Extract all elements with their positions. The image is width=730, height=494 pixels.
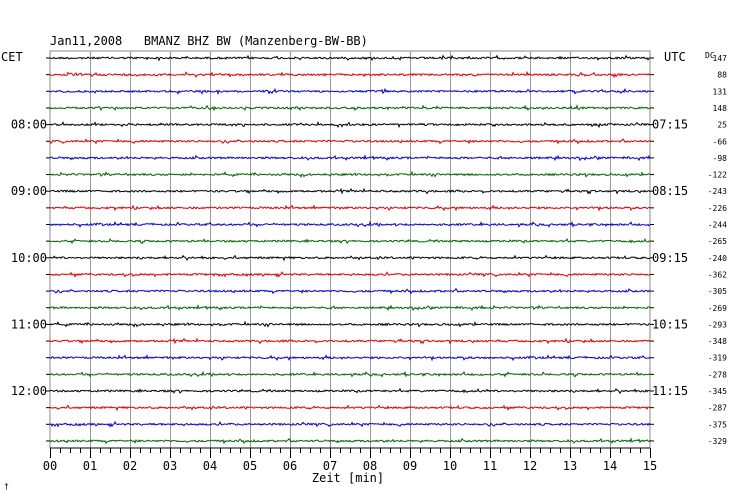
x-tick-label: 06 <box>283 459 297 473</box>
trace-offset-label: -243 <box>708 187 727 196</box>
trace-line <box>49 54 651 62</box>
x-tick-label: 04 <box>203 459 217 473</box>
trace-offset-label: -293 <box>708 320 727 329</box>
trace-offset-label: -305 <box>708 287 727 296</box>
trace-offset-label: -240 <box>708 254 727 263</box>
trace-offset-label: -345 <box>708 387 727 396</box>
corner-mark: † <box>4 482 9 491</box>
right-hour-label: 09:15 <box>652 251 688 265</box>
left-hour-label: 12:00 <box>11 384 47 398</box>
x-tick-label: 03 <box>163 459 177 473</box>
trace-offset-label: -265 <box>708 237 727 246</box>
x-tick-label: 01 <box>83 459 97 473</box>
x-tick-label: 02 <box>123 459 137 473</box>
chart-title: Jan11,2008 BMANZ BHZ BW (Manzenberg-BW-B… <box>50 34 368 48</box>
right-hour-label: 11:15 <box>652 384 688 398</box>
trace-offset-label: 25 <box>717 121 727 130</box>
x-tick-label: 15 <box>643 459 657 473</box>
trace-offset-label: -122 <box>708 171 727 180</box>
trace-line <box>50 204 651 212</box>
x-tick-label: 07 <box>323 459 337 473</box>
x-tick-label: 14 <box>603 459 617 473</box>
x-tick-label: 08 <box>363 459 377 473</box>
trace-offset-label: -98 <box>713 154 728 163</box>
trace-offset-label: -348 <box>708 337 727 346</box>
trace-line <box>49 337 651 345</box>
trace-line <box>49 87 651 96</box>
trace-offset-label: -278 <box>708 370 727 379</box>
offset-header-label: DC <box>705 51 715 60</box>
x-tick-label: 10 <box>443 459 457 473</box>
x-axis-label: Zeit [min] <box>312 471 384 485</box>
trace-offset-label: 147 <box>713 54 728 63</box>
trace-line <box>50 404 651 412</box>
trace-line <box>49 420 651 428</box>
trace-line <box>49 387 650 395</box>
trace-line <box>49 138 651 145</box>
trace-offset-label: 148 <box>713 104 728 113</box>
trace-line <box>49 104 651 112</box>
trace-line <box>49 254 651 262</box>
x-tick-label: 05 <box>243 459 257 473</box>
trace-offset-label: -226 <box>708 204 727 213</box>
trace-offset-label: -269 <box>708 304 727 313</box>
left-hour-label: 08:00 <box>11 118 47 132</box>
trace-line <box>49 320 650 328</box>
trace-line <box>49 187 651 195</box>
trace-line <box>49 121 651 129</box>
trace-offset-label: -244 <box>708 221 727 230</box>
trace-offset-label: -329 <box>708 437 727 446</box>
x-tick-label: 12 <box>523 459 537 473</box>
left-hour-label: 11:00 <box>11 317 47 331</box>
trace-line <box>49 304 651 312</box>
plot-grid <box>46 50 654 458</box>
trace-line <box>49 70 651 79</box>
trace-offset-label: 88 <box>717 71 727 80</box>
trace-line <box>49 437 651 445</box>
trace-line <box>49 287 651 295</box>
trace-offset-label: -287 <box>708 404 727 413</box>
trace-line <box>50 271 651 278</box>
trace-line <box>49 238 651 245</box>
left-hour-label: 10:00 <box>11 251 47 265</box>
trace-line <box>49 170 651 178</box>
trace-line <box>49 370 651 378</box>
trace-offset-label: 131 <box>713 87 728 96</box>
right-timezone-label: UTC <box>664 50 686 64</box>
trace-line <box>49 220 651 228</box>
x-tick-label: 00 <box>43 459 57 473</box>
label-group: 00 01 02 03 04 05 06 07 08 09 10 11 12 13 14 15 147 88 131… <box>11 54 727 473</box>
trace-line <box>49 354 651 362</box>
left-timezone-label: CET <box>1 50 23 64</box>
trace-line <box>49 154 651 162</box>
trace-offset-label: -66 <box>713 137 728 146</box>
trace-offset-label: -375 <box>708 420 727 429</box>
trace-group <box>49 54 651 445</box>
trace-offset-label: -319 <box>708 354 727 363</box>
right-hour-label: 10:15 <box>652 317 688 331</box>
x-tick-label: 11 <box>483 459 497 473</box>
right-hour-label: 07:15 <box>652 118 688 132</box>
left-hour-label: 09:00 <box>11 184 47 198</box>
trace-offset-label: -362 <box>708 270 727 279</box>
x-tick-label: 09 <box>403 459 417 473</box>
right-hour-label: 08:15 <box>652 184 688 198</box>
x-tick-label: 13 <box>563 459 577 473</box>
